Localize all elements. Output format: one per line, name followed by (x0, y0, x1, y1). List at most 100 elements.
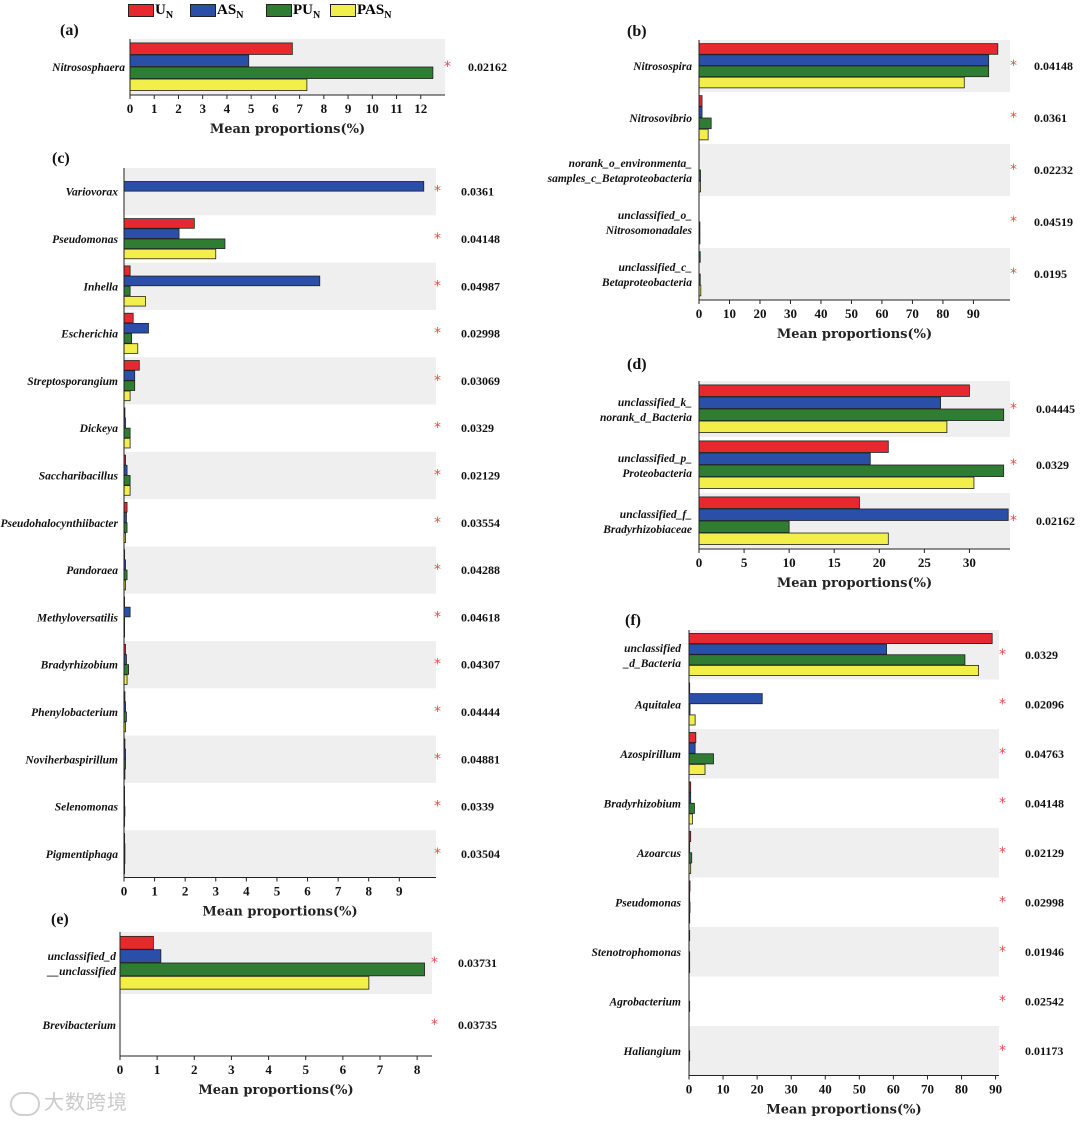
panel-c-dickeya-label: Dickeya (79, 423, 119, 435)
panel-c-tick-label-3: 3 (213, 884, 220, 899)
panel-b-nitrosospira-star: * (1010, 58, 1017, 74)
panel-c-pseudohalocynthiibacter-p-value: 0.03554 (461, 516, 500, 530)
panel-d-unclassified-k-norank-d-bacteria-star: * (1010, 401, 1017, 417)
panel-c-tick-label-8: 8 (365, 884, 372, 899)
panel-c-inhella-p-value: 0.04987 (461, 279, 500, 293)
panel-b-nitrosovibrio-star: * (1010, 110, 1017, 126)
panel-f-tick-label-0: 0 (686, 1082, 693, 1097)
panel-c-inhella-bar-pun (123, 285, 131, 297)
panel-f-agrobacterium-star: * (999, 993, 1006, 1009)
panel-d-unclassified-k-norank-d-bacteria-bar-un (698, 384, 970, 397)
panel-c-streptosporangium-band (124, 357, 436, 405)
panel-f-azoarcus-label: Azoarcus (636, 848, 682, 860)
panel-c-pandoraea-star: * (434, 562, 441, 578)
panel-c-label: (c) (52, 150, 70, 167)
watermark: 大数跨境 (10, 1086, 128, 1116)
panel-f-azospirillum-bar-pasn (688, 763, 706, 775)
panel-d-unclassified-k-norank-d-bacteria-bar-pun (698, 408, 1005, 421)
panel-c-escherichia-bar-asn (123, 322, 149, 334)
panel-c-saccharibacillus-star: * (434, 467, 441, 483)
panel-b-nitrosospira-p-value: 0.04148 (1034, 59, 1073, 73)
panel-c-pseudomonas-star: * (434, 231, 441, 247)
panel-f-unclassified-d-bacteria-bar-asn (688, 643, 887, 655)
panel-d-label: (d) (627, 356, 647, 373)
legend-sub-un: N (165, 10, 174, 21)
panel-f-azoarcus-star: * (999, 845, 1006, 861)
panel-b-unclassified-o-nitrosomonadales-p-value: 0.04519 (1034, 215, 1073, 229)
panel-a-tick-label-5: 5 (248, 101, 255, 116)
panel-e-unclassified-d-unclassified-label-line2: __unclassified (47, 966, 117, 978)
panel-f-stenotrophomonas-band (689, 927, 999, 977)
panel-d-unclassified-f-bradyrhizobiaceae-label-line2: Bradyrhizobiaceae (602, 524, 692, 536)
panel-a-nitrososphaera-bar-asn (129, 54, 250, 67)
panel-d-unclassified-p-proteobacteria-bar-un (698, 440, 889, 453)
panel-c-saccharibacillus-bar-pun (123, 475, 131, 486)
panel-f-bradyrhizobium-star: * (999, 795, 1006, 811)
panel-b-nitrosovibrio-p-value: 0.0361 (1034, 111, 1067, 125)
panel-f-tick-label-90: 90 (989, 1082, 1002, 1097)
panel-e-unclassified-d-unclassified-p-value: 0.03731 (458, 956, 497, 970)
legend-swatch-un (128, 4, 154, 18)
panel-b-tick-label-70: 70 (906, 306, 919, 321)
panel-c-saccharibacillus-bar-pasn (123, 485, 131, 496)
panel-c-noviherbaspirillum-star: * (434, 751, 441, 767)
panel-f-tick-label-40: 40 (819, 1082, 832, 1097)
panel-e-unclassified-d-unclassified-label-line1: unclassified_d (48, 951, 117, 963)
panel-c-pigmentiphaga-star: * (434, 846, 441, 862)
panel-b-tick-label-10: 10 (723, 306, 736, 321)
panel-b-nitrosospira-bar-pun (698, 65, 990, 78)
panel-c-tick-label-1: 1 (151, 884, 158, 899)
panel-b-nitrosovibrio-bar-pun (698, 117, 712, 130)
panel-c-pseudomonas-bar-pasn (123, 248, 217, 260)
panel-c-selenomonas-star: * (434, 799, 441, 815)
panel-c-streptosporangium-bar-pasn (123, 390, 131, 402)
panel-b-x-title: Mean proportions(%) (777, 327, 932, 342)
legend-sub-pasn: N (384, 10, 392, 21)
panel-c-streptosporangium-bar-pun (123, 380, 136, 391)
panel-b-unclassified-c-betaproteobacteria-star: * (1010, 266, 1017, 282)
panel-e-unclassified-d-unclassified-bar-pasn (119, 975, 370, 990)
panel-b-nitrosospira-bar-pasn (698, 76, 965, 89)
panel-f-azospirillum-star: * (999, 746, 1006, 762)
panel-d-tick-label-30: 30 (963, 555, 976, 570)
panel-c-tick-label-0: 0 (121, 884, 128, 899)
panel-b-unclassified-c-betaproteobacteria-label-line2: Betaproteobacteria (601, 277, 692, 289)
panel-c-variovorax-band (124, 168, 436, 216)
panel-c-methyloversatilis-bar-asn (123, 606, 131, 618)
panel-b-norank-o-environmenta-samples-c-betaproteobacteria-band (699, 144, 1010, 196)
panel-a-tick-label-10: 10 (366, 101, 379, 116)
panel-c-streptosporangium-p-value: 0.03069 (461, 374, 500, 388)
panel-c-variovorax-label: Variovorax (66, 187, 119, 199)
panel-f-bradyrhizobium-label: Bradyrhizobium (603, 798, 681, 810)
panel-c-pseudomonas-label: Pseudomonas (52, 234, 118, 246)
panel-b-norank-o-environmenta-samples-c-betaproteobacteria-label-line2: samples_c_Betaproteobacteria (547, 173, 693, 185)
panel-e-tick-label-5: 5 (302, 1062, 309, 1077)
panel-c-noviherbaspirillum-label: Noviherbaspirillum (24, 754, 118, 766)
panel-f-azoarcus-p-value: 0.02129 (1025, 846, 1064, 860)
panel-e-label: (e) (51, 911, 69, 928)
panel-c-dickeya-bar-pasn (123, 437, 131, 449)
panel-d-unclassified-p-proteobacteria-label-line2: Proteobacteria (622, 468, 692, 480)
panel-a-label: (a) (60, 22, 79, 39)
panel-d-unclassified-k-norank-d-bacteria-label-line1: unclassified_k_ (618, 397, 692, 409)
panel-f-stenotrophomonas-star: * (999, 944, 1006, 960)
panel-c-tick-label-9: 9 (396, 884, 403, 899)
panel-c-pseudomonas-bar-un (123, 218, 195, 229)
panel-f-tick-label-20: 20 (751, 1082, 764, 1097)
panel-e-brevibacterium-star: * (431, 1017, 438, 1033)
panel-b-nitrosovibrio-bar-pasn (698, 128, 709, 141)
panel-c-pseudohalocynthiibacter-star: * (434, 515, 441, 531)
panel-c-saccharibacillus-label: Saccharibacillus (39, 470, 119, 482)
panel-a-tick-label-3: 3 (199, 101, 206, 116)
panel-c-pigmentiphaga-label: Pigmentiphaga (46, 849, 118, 861)
panel-b-tick-label-0: 0 (696, 306, 703, 321)
panel-f-aquitalea-label: Aquitalea (634, 699, 681, 711)
panel-d-unclassified-f-bradyrhizobiaceae-label-line1: unclassified_f_ (620, 509, 692, 521)
panel-f-aquitalea-bar-pasn (688, 714, 696, 726)
panel-f-unclassified-d-bacteria-bar-pasn (688, 664, 979, 676)
panel-e-unclassified-d-unclassified-bar-pun (119, 962, 425, 977)
panel-d-unclassified-f-bradyrhizobiaceae-star: * (1010, 513, 1017, 529)
panel-c-methyloversatilis-p-value: 0.04618 (461, 610, 500, 624)
panel-a-tick-label-11: 11 (390, 101, 402, 116)
panel-f-bradyrhizobium-p-value: 0.04148 (1025, 796, 1064, 810)
